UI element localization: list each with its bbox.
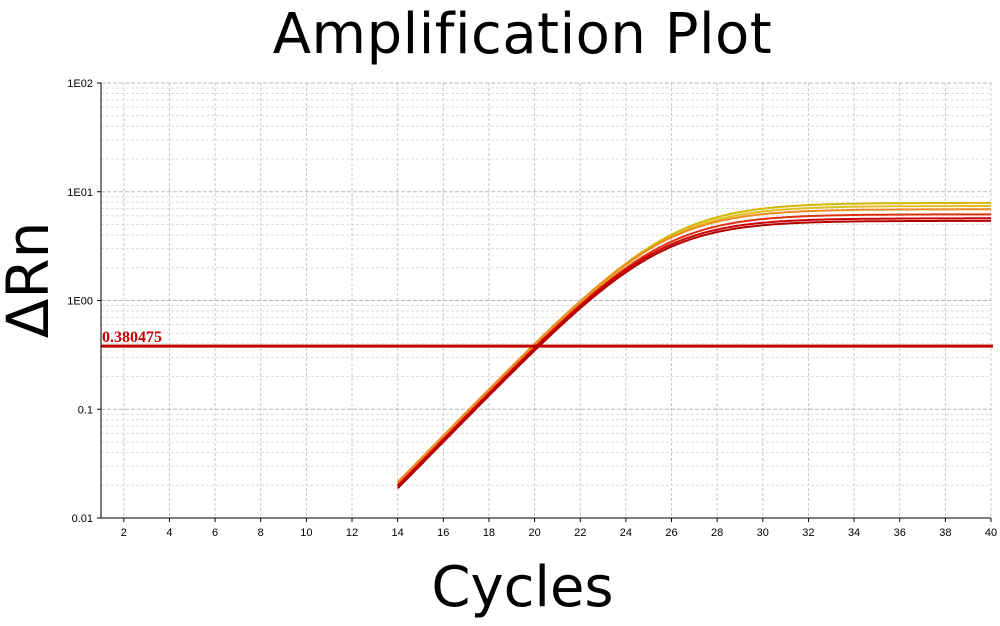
x-tick-label: 12 (346, 527, 358, 539)
y-tick-label: 1E02 (67, 78, 93, 90)
y-tick-label: 0.1 (78, 404, 93, 416)
y-tick-label: 0.01 (72, 513, 93, 525)
x-tick-label: 26 (665, 527, 677, 539)
x-tick-label: 20 (528, 527, 540, 539)
amplification-curve-3 (396, 208, 991, 483)
amplification-curves (396, 201, 991, 489)
x-tick-label: 38 (939, 527, 951, 539)
threshold-label: 0.380475 (102, 329, 162, 346)
amplification-curve-5 (396, 217, 991, 487)
chart-title: Amplification Plot (272, 2, 773, 67)
amplification-curve-4 (396, 213, 991, 486)
x-tick-label: 22 (574, 527, 586, 539)
x-tick-label: 10 (300, 527, 312, 539)
x-tick-label: 14 (392, 527, 404, 539)
x-tick-label: 6 (212, 527, 218, 539)
x-tick-label: 18 (483, 527, 495, 539)
x-tick-label: 32 (802, 527, 814, 539)
y-tick-label: 1E00 (67, 296, 93, 308)
threshold-group: 0.380475 (101, 329, 993, 348)
y-tick-label: 1E01 (67, 187, 93, 199)
tick-labels: 2 4 6 8 10 12 14 16 18 20 22 24 26 28 30 32 34 36 38 400.01… (67, 78, 997, 539)
grid (101, 82, 992, 519)
x-tick-label: 34 (848, 527, 860, 539)
x-tick-label: 30 (757, 527, 769, 539)
x-tick-label: 28 (711, 527, 723, 539)
x-axis-title: Cycles (431, 555, 614, 620)
x-tick-label: 36 (894, 527, 906, 539)
x-tick-label: 8 (258, 527, 264, 539)
amplification-curve-6 (396, 219, 991, 489)
x-tick-label: 2 (121, 527, 127, 539)
x-tick-label: 24 (620, 527, 632, 539)
x-tick-label: 40 (985, 527, 997, 539)
x-tick-label: 16 (437, 527, 449, 539)
x-tick-label: 4 (166, 527, 172, 539)
